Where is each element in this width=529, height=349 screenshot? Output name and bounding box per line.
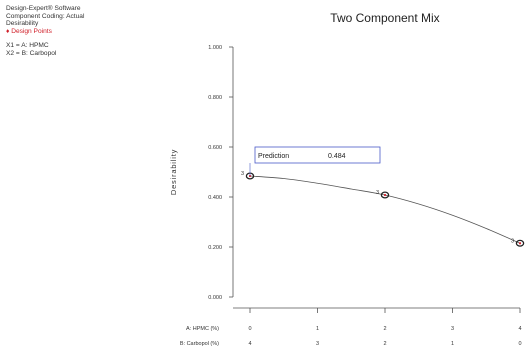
design-point-dot <box>518 242 522 245</box>
x-axis-label: B: Carbopol (%) <box>180 341 219 347</box>
y-tick-label: 0.200 <box>208 245 222 251</box>
prediction-label: Prediction <box>258 153 289 160</box>
plot-frame <box>232 47 520 309</box>
y-tick-label: 1.000 <box>208 45 222 51</box>
prediction-box: Prediction 0.484 <box>254 146 381 164</box>
y-ticks: 0.000 0.200 0.400 0.600 0.800 1.000 <box>208 45 233 301</box>
prediction-box-frame <box>254 146 381 164</box>
x2-label: X2 = B: Carbopol <box>6 49 57 57</box>
x-tick-label: 4 <box>518 326 521 332</box>
x-tick-label: 0 <box>518 341 521 347</box>
x-ticks: A: HPMC (%) 0 1 2 3 4 B: Carbopol (%) 4 3 2 1 0 <box>180 308 522 347</box>
x-axis-label: A: HPMC (%) <box>186 326 219 332</box>
x-tick-label: 3 <box>316 341 319 347</box>
design-point-count: 3 <box>241 171 244 177</box>
x-tick-label: 2 <box>383 326 386 332</box>
software-label: Design-Expert® Software <box>6 5 81 12</box>
chart-title: Two Component Mix <box>330 11 439 25</box>
design-points-legend: ♦ Design Points <box>6 27 52 35</box>
design-point <box>380 191 390 199</box>
x1-label: X1 = A: HPMC <box>6 42 49 50</box>
x-tick-label: 4 <box>248 341 251 347</box>
x-tick-label: 1 <box>451 341 454 347</box>
response-label: Desirability <box>6 20 39 28</box>
x-tick-label: 0 <box>248 326 251 332</box>
x-tick-label: 1 <box>316 326 319 332</box>
y-tick-label: 0.800 <box>208 95 222 101</box>
y-tick-label: 0.000 <box>208 295 222 301</box>
x-tick-label: 3 <box>451 326 454 332</box>
coding-label: Component Coding: Actual <box>6 12 85 20</box>
legend-info: Design-Expert® Software Component Coding… <box>6 5 84 58</box>
y-axis-label: Desirability <box>169 149 178 195</box>
design-points-layer: 3 3 3 <box>241 163 525 247</box>
design-point-count: 3 <box>511 238 514 244</box>
x-tick-label: 2 <box>383 341 386 347</box>
design-point-dot <box>383 193 387 197</box>
desirability-curve <box>249 175 521 244</box>
series-layer <box>249 175 521 244</box>
design-point-count: 3 <box>376 190 379 196</box>
y-tick-label: 0.600 <box>208 145 222 151</box>
y-tick-label: 0.400 <box>208 195 222 201</box>
design-points-label: Design Points <box>11 27 52 35</box>
prediction-value: 0.484 <box>328 153 346 160</box>
design-point <box>515 239 525 247</box>
